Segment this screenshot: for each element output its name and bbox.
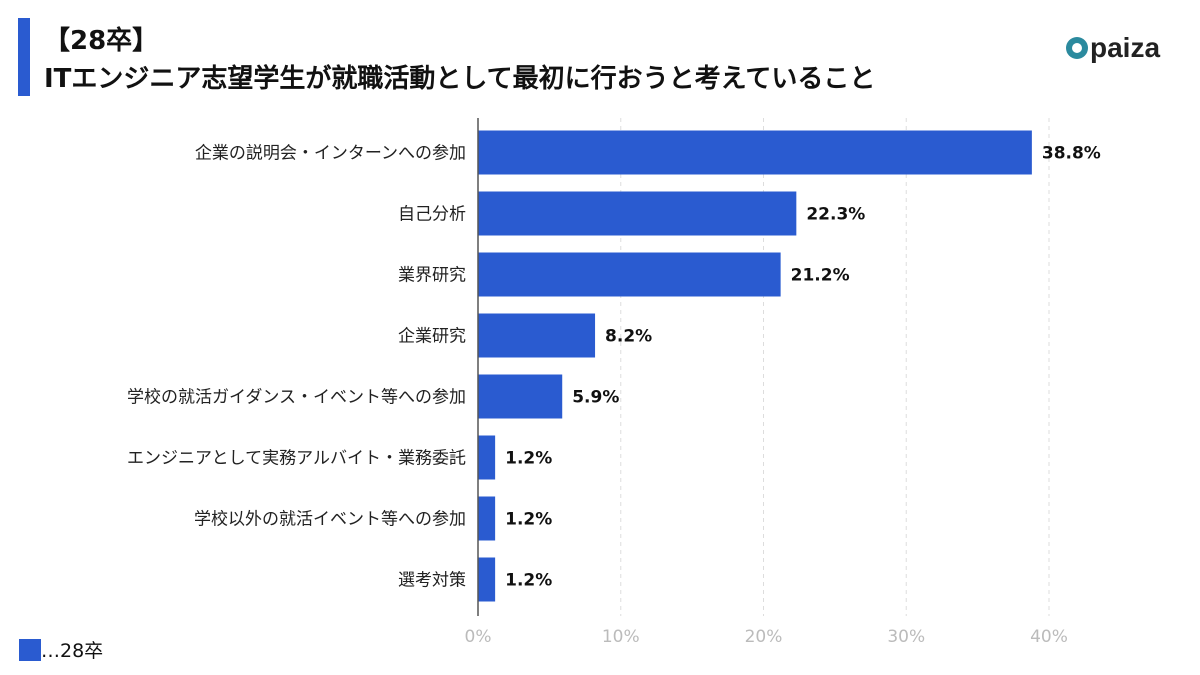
legend-swatch bbox=[19, 638, 41, 661]
legend-label: …28卒 bbox=[41, 640, 104, 662]
paiza-logo-icon bbox=[1066, 37, 1088, 59]
bar bbox=[478, 130, 1032, 175]
category-label: 自己分析 bbox=[398, 205, 466, 225]
category-label: 企業の説明会・インターンへの参加 bbox=[195, 144, 466, 164]
category-label: 企業研究 bbox=[398, 327, 466, 347]
x-tick-label: 30% bbox=[887, 627, 925, 647]
data-label: 1.2% bbox=[505, 510, 552, 530]
title-line-2: ITエンジニア志望学生が就職活動として最初に行おうと考えていること bbox=[44, 64, 876, 94]
data-label: 1.2% bbox=[505, 571, 552, 591]
bar bbox=[478, 557, 496, 602]
bar bbox=[478, 496, 496, 541]
data-label: 1.2% bbox=[505, 449, 552, 469]
data-label: 8.2% bbox=[605, 327, 652, 347]
x-tick-label: 0% bbox=[465, 627, 492, 647]
x-tick-label: 40% bbox=[1030, 627, 1068, 647]
bar bbox=[478, 191, 797, 236]
bar bbox=[478, 252, 781, 297]
paiza-logo-text: paiza bbox=[1090, 32, 1161, 63]
category-label: エンジニアとして実務アルバイト・業務委託 bbox=[127, 449, 466, 469]
data-label: 38.8% bbox=[1042, 144, 1101, 164]
data-label: 5.9% bbox=[572, 388, 619, 408]
category-label: 学校の就活ガイダンス・イベント等への参加 bbox=[127, 388, 466, 408]
x-tick-label: 10% bbox=[602, 627, 640, 647]
data-label: 22.3% bbox=[806, 205, 865, 225]
x-tick-label: 20% bbox=[745, 627, 783, 647]
title-line-1: 【28卒】 bbox=[44, 26, 159, 56]
data-label: 21.2% bbox=[791, 266, 850, 286]
bar bbox=[478, 374, 563, 419]
category-label: 学校以外の就活イベント等への参加 bbox=[194, 510, 466, 530]
bar bbox=[478, 313, 596, 358]
legend: …28卒 bbox=[19, 636, 103, 663]
title-accent-bar bbox=[18, 18, 30, 96]
paiza-logo: paiza bbox=[1066, 32, 1160, 64]
category-label: 業界研究 bbox=[398, 266, 466, 286]
bar bbox=[478, 435, 496, 480]
category-label: 選考対策 bbox=[398, 571, 466, 591]
